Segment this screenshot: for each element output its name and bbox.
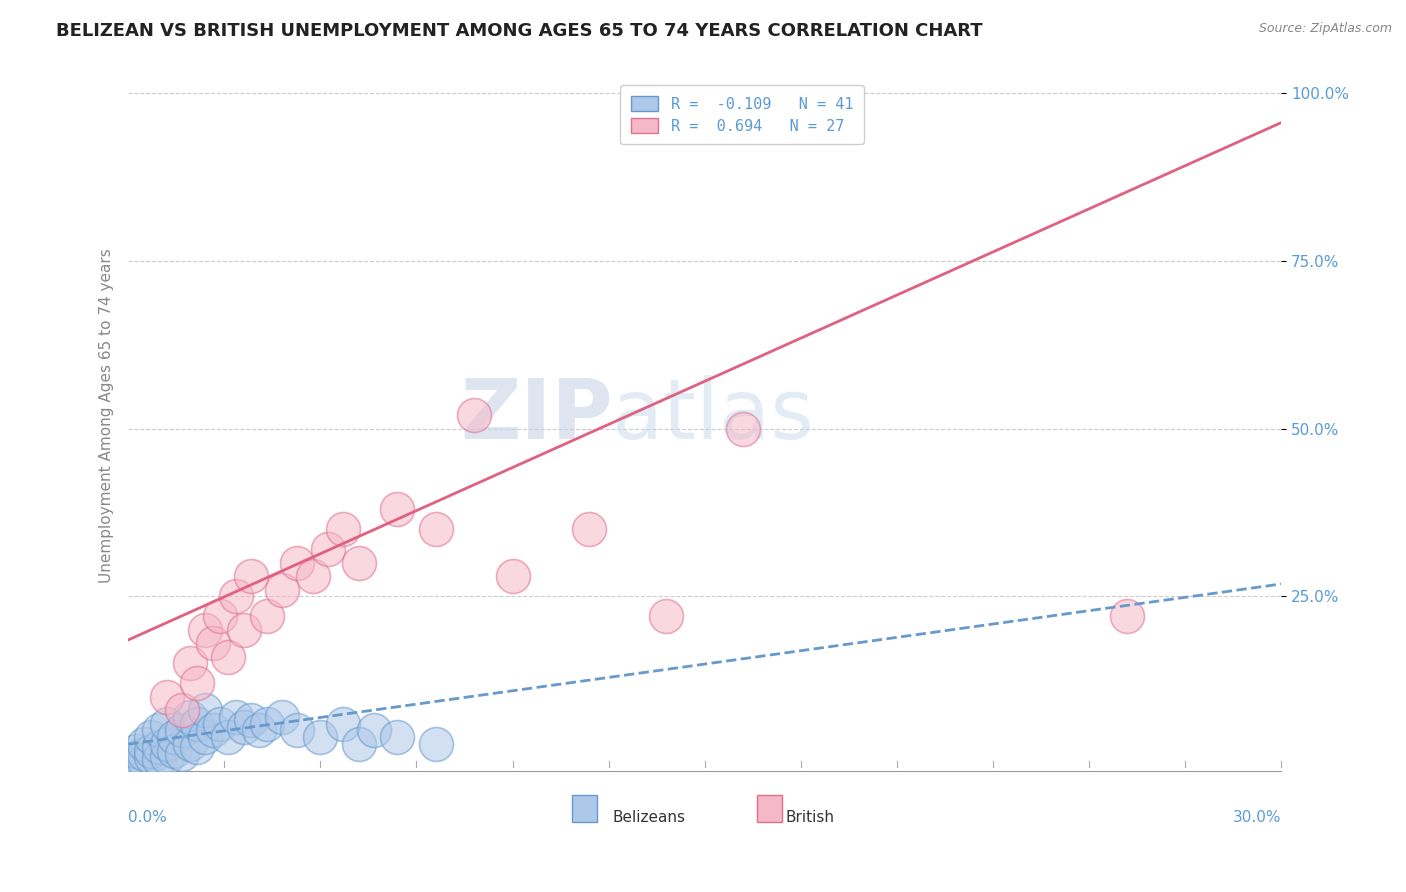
Point — [156, 623, 179, 637]
Point — [136, 690, 159, 704]
Point — [152, 676, 174, 690]
Point — [252, 730, 274, 744]
Point — [194, 710, 217, 724]
Point — [225, 716, 247, 731]
Point — [271, 522, 294, 536]
Text: BELIZEAN VS BRITISH UNEMPLOYMENT AMONG AGES 65 TO 74 YEARS CORRELATION CHART: BELIZEAN VS BRITISH UNEMPLOYMENT AMONG A… — [56, 22, 983, 40]
Point — [159, 636, 181, 650]
Point — [148, 710, 170, 724]
Text: ZIP: ZIP — [460, 375, 613, 456]
Point — [152, 716, 174, 731]
Point — [170, 589, 193, 603]
Point — [271, 737, 294, 751]
Point — [387, 609, 409, 624]
Point — [156, 730, 179, 744]
Point — [347, 522, 370, 536]
Point — [170, 710, 193, 724]
Text: British: British — [786, 810, 834, 825]
Point — [617, 609, 640, 624]
Point — [159, 723, 181, 738]
Text: Source: ZipAtlas.com: Source: ZipAtlas.com — [1258, 22, 1392, 36]
Point — [125, 737, 148, 751]
Point — [290, 408, 312, 422]
Text: atlas: atlas — [613, 375, 814, 456]
Point — [125, 754, 148, 768]
Point — [143, 747, 166, 761]
Point — [179, 714, 201, 728]
Point — [217, 542, 239, 557]
Point — [194, 582, 217, 597]
Point — [174, 623, 197, 637]
Point — [183, 723, 205, 738]
Point — [309, 569, 332, 583]
Point — [148, 657, 170, 671]
Point — [132, 751, 155, 765]
Point — [128, 730, 150, 744]
Point — [425, 421, 447, 435]
Point — [152, 740, 174, 755]
Point — [136, 737, 159, 751]
Point — [121, 743, 143, 757]
Text: 0.0%: 0.0% — [128, 810, 167, 825]
Point — [141, 730, 163, 744]
Point — [143, 703, 166, 717]
Point — [125, 747, 148, 761]
Point — [163, 716, 186, 731]
Point — [132, 723, 155, 738]
Point — [232, 556, 254, 570]
Point — [214, 730, 236, 744]
Point — [201, 556, 224, 570]
Point — [167, 649, 190, 664]
Point — [174, 720, 197, 734]
Point — [121, 750, 143, 764]
Point — [132, 740, 155, 755]
Text: Belizeans: Belizeans — [613, 810, 686, 825]
Point — [148, 737, 170, 751]
Point — [186, 716, 208, 731]
Point — [1232, 86, 1254, 100]
Point — [120, 754, 142, 768]
Point — [143, 723, 166, 738]
Point — [179, 569, 201, 583]
Point — [156, 703, 179, 717]
Point — [136, 716, 159, 731]
Point — [252, 502, 274, 516]
Point — [128, 743, 150, 757]
Point — [186, 609, 208, 624]
Y-axis label: Unemployment Among Ages 65 to 74 years: Unemployment Among Ages 65 to 74 years — [100, 248, 114, 582]
Point — [232, 737, 254, 751]
Point — [209, 569, 232, 583]
Text: 30.0%: 30.0% — [1233, 810, 1281, 825]
Point — [136, 750, 159, 764]
FancyBboxPatch shape — [572, 795, 598, 822]
Point — [201, 723, 224, 738]
Point — [225, 522, 247, 536]
Legend: R =  -0.109   N = 41, R =  0.694   N = 27: R = -0.109 N = 41, R = 0.694 N = 27 — [620, 85, 863, 145]
Point — [141, 743, 163, 757]
Point — [128, 750, 150, 764]
Point — [163, 609, 186, 624]
FancyBboxPatch shape — [756, 795, 782, 822]
Point — [167, 730, 190, 744]
Point — [240, 723, 263, 738]
